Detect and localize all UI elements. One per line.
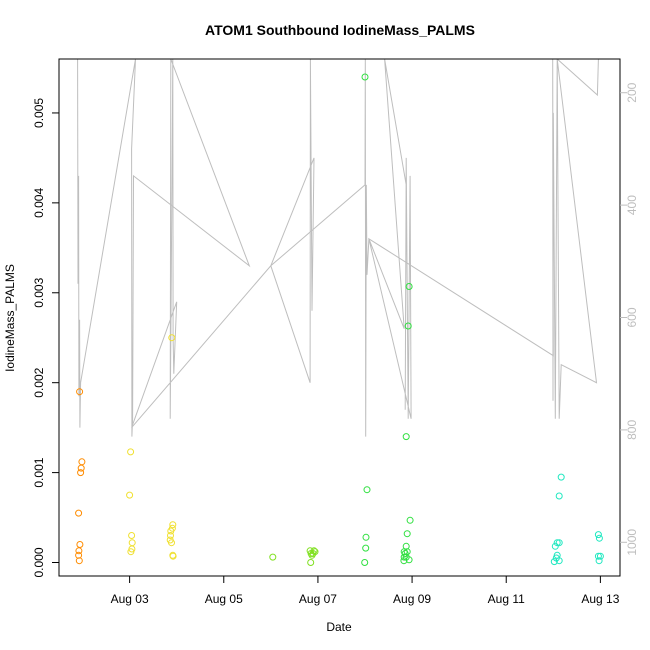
data-point	[550, 558, 558, 566]
data-point	[361, 73, 369, 81]
x-tick-label: Aug 03	[111, 592, 149, 606]
y2-tick-label: 1000	[625, 529, 639, 556]
x-axis: Aug 03 Aug 05 Aug 07 Aug 09 Aug 11 Aug 13	[111, 575, 620, 606]
data-point	[75, 557, 83, 565]
data-point	[555, 539, 563, 547]
data-point	[167, 532, 174, 539]
data-point	[77, 464, 85, 472]
data-point	[76, 541, 84, 548]
data-point	[127, 548, 135, 556]
data-point	[168, 524, 176, 532]
data-point	[126, 491, 134, 499]
y2-tick-label: 200	[625, 82, 639, 102]
right-axis: 200 400 600 800 1000	[620, 82, 639, 556]
y-tick-label: 0.002	[32, 367, 46, 397]
data-point	[362, 544, 370, 552]
data-point	[75, 509, 83, 517]
y-tick-label: 0.001	[32, 457, 46, 487]
data-point	[361, 559, 369, 566]
y2-tick-label: 600	[625, 307, 639, 327]
data-point	[403, 530, 411, 538]
x-tick-label: Aug 11	[488, 592, 525, 606]
data-point	[553, 539, 561, 547]
data-point	[128, 532, 136, 539]
y-tick-label: 0.005	[32, 98, 46, 128]
data-point	[362, 533, 370, 541]
data-point	[169, 552, 177, 560]
y2-tick-label: 400	[625, 195, 639, 215]
data-point	[127, 448, 135, 456]
data-point	[405, 283, 413, 290]
data-point	[75, 547, 83, 555]
data-point	[594, 531, 602, 539]
data-point	[405, 556, 413, 564]
x-tick-label: Aug 09	[393, 592, 431, 606]
data-point	[401, 550, 409, 557]
data-point	[168, 334, 176, 342]
data-point	[307, 559, 315, 566]
x-tick-label: Aug 13	[581, 592, 619, 606]
data-point	[595, 557, 603, 565]
data-point	[128, 539, 136, 547]
y2-tick-label: 800	[625, 420, 639, 440]
y-tick-label: 0.000	[32, 547, 46, 577]
y-tick-label: 0.003	[32, 277, 46, 307]
data-point	[400, 557, 408, 565]
data-point	[596, 552, 604, 560]
data-point	[406, 516, 414, 524]
pressure-line	[77, 59, 599, 437]
data-point	[404, 322, 412, 330]
data-point	[555, 492, 563, 500]
chart-title: ATOM1 Southbound IodineMass_PALMS	[205, 22, 475, 38]
x-tick-label: Aug 07	[299, 592, 337, 606]
data-point	[555, 557, 563, 565]
data-point	[363, 486, 371, 494]
data-point	[269, 553, 277, 561]
data-point	[594, 552, 602, 560]
data-point	[595, 534, 603, 542]
y-axis: 0.000 0.001 0.002 0.003 0.004 0.005	[32, 98, 59, 578]
data-point	[402, 433, 410, 441]
data-point	[75, 551, 83, 559]
y-tick-label: 0.004	[32, 188, 46, 218]
data-point	[557, 473, 565, 481]
y-axis-label: IodineMass_PALMS	[3, 264, 17, 372]
x-axis-label: Date	[326, 620, 352, 634]
data-point	[169, 521, 177, 529]
x-tick-label: Aug 05	[205, 592, 243, 606]
data-point	[551, 542, 559, 550]
data-point	[168, 539, 175, 547]
plot-area	[75, 59, 604, 566]
data-point	[311, 548, 319, 556]
data-point	[310, 547, 318, 555]
data-point	[77, 469, 85, 477]
data-point	[76, 388, 84, 396]
plot-frame	[58, 58, 621, 577]
data-point	[78, 458, 86, 466]
